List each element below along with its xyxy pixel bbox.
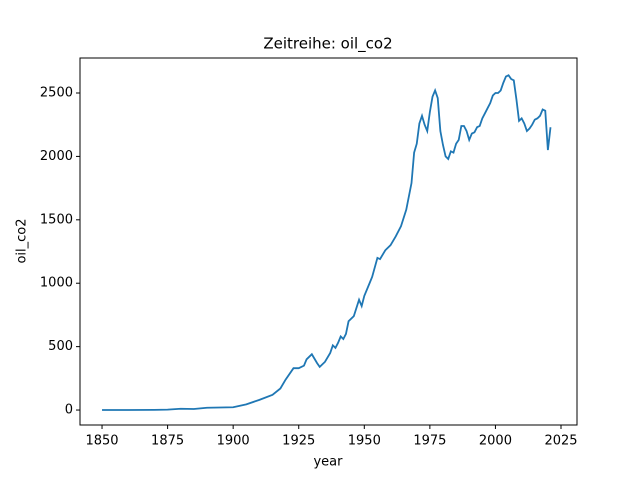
x-tick-label: 1850	[85, 434, 118, 449]
y-tick-label: 500	[48, 339, 73, 354]
chart-title: Zeitreihe: oil_co2	[263, 35, 392, 54]
x-axis-label: year	[313, 455, 343, 470]
x-tick-label: 1950	[348, 434, 381, 449]
data-line	[102, 74, 552, 411]
y-axis-label: oil_co2	[15, 218, 30, 263]
x-tick-label: 1975	[413, 434, 446, 449]
y-tick-label: 1000	[40, 276, 73, 291]
x-tick-label: 1900	[217, 434, 250, 449]
x-tick-label: 2000	[479, 434, 512, 449]
y-tick-label: 0	[65, 403, 73, 418]
plot-frame	[79, 57, 578, 426]
x-tick-label: 1875	[151, 434, 184, 449]
y-tick-label: 2500	[40, 86, 73, 101]
x-tick-label: 2025	[544, 434, 577, 449]
y-tick-label: 1500	[40, 212, 73, 227]
y-tick-label: 2000	[40, 149, 73, 164]
x-tick-label: 1925	[282, 434, 315, 449]
